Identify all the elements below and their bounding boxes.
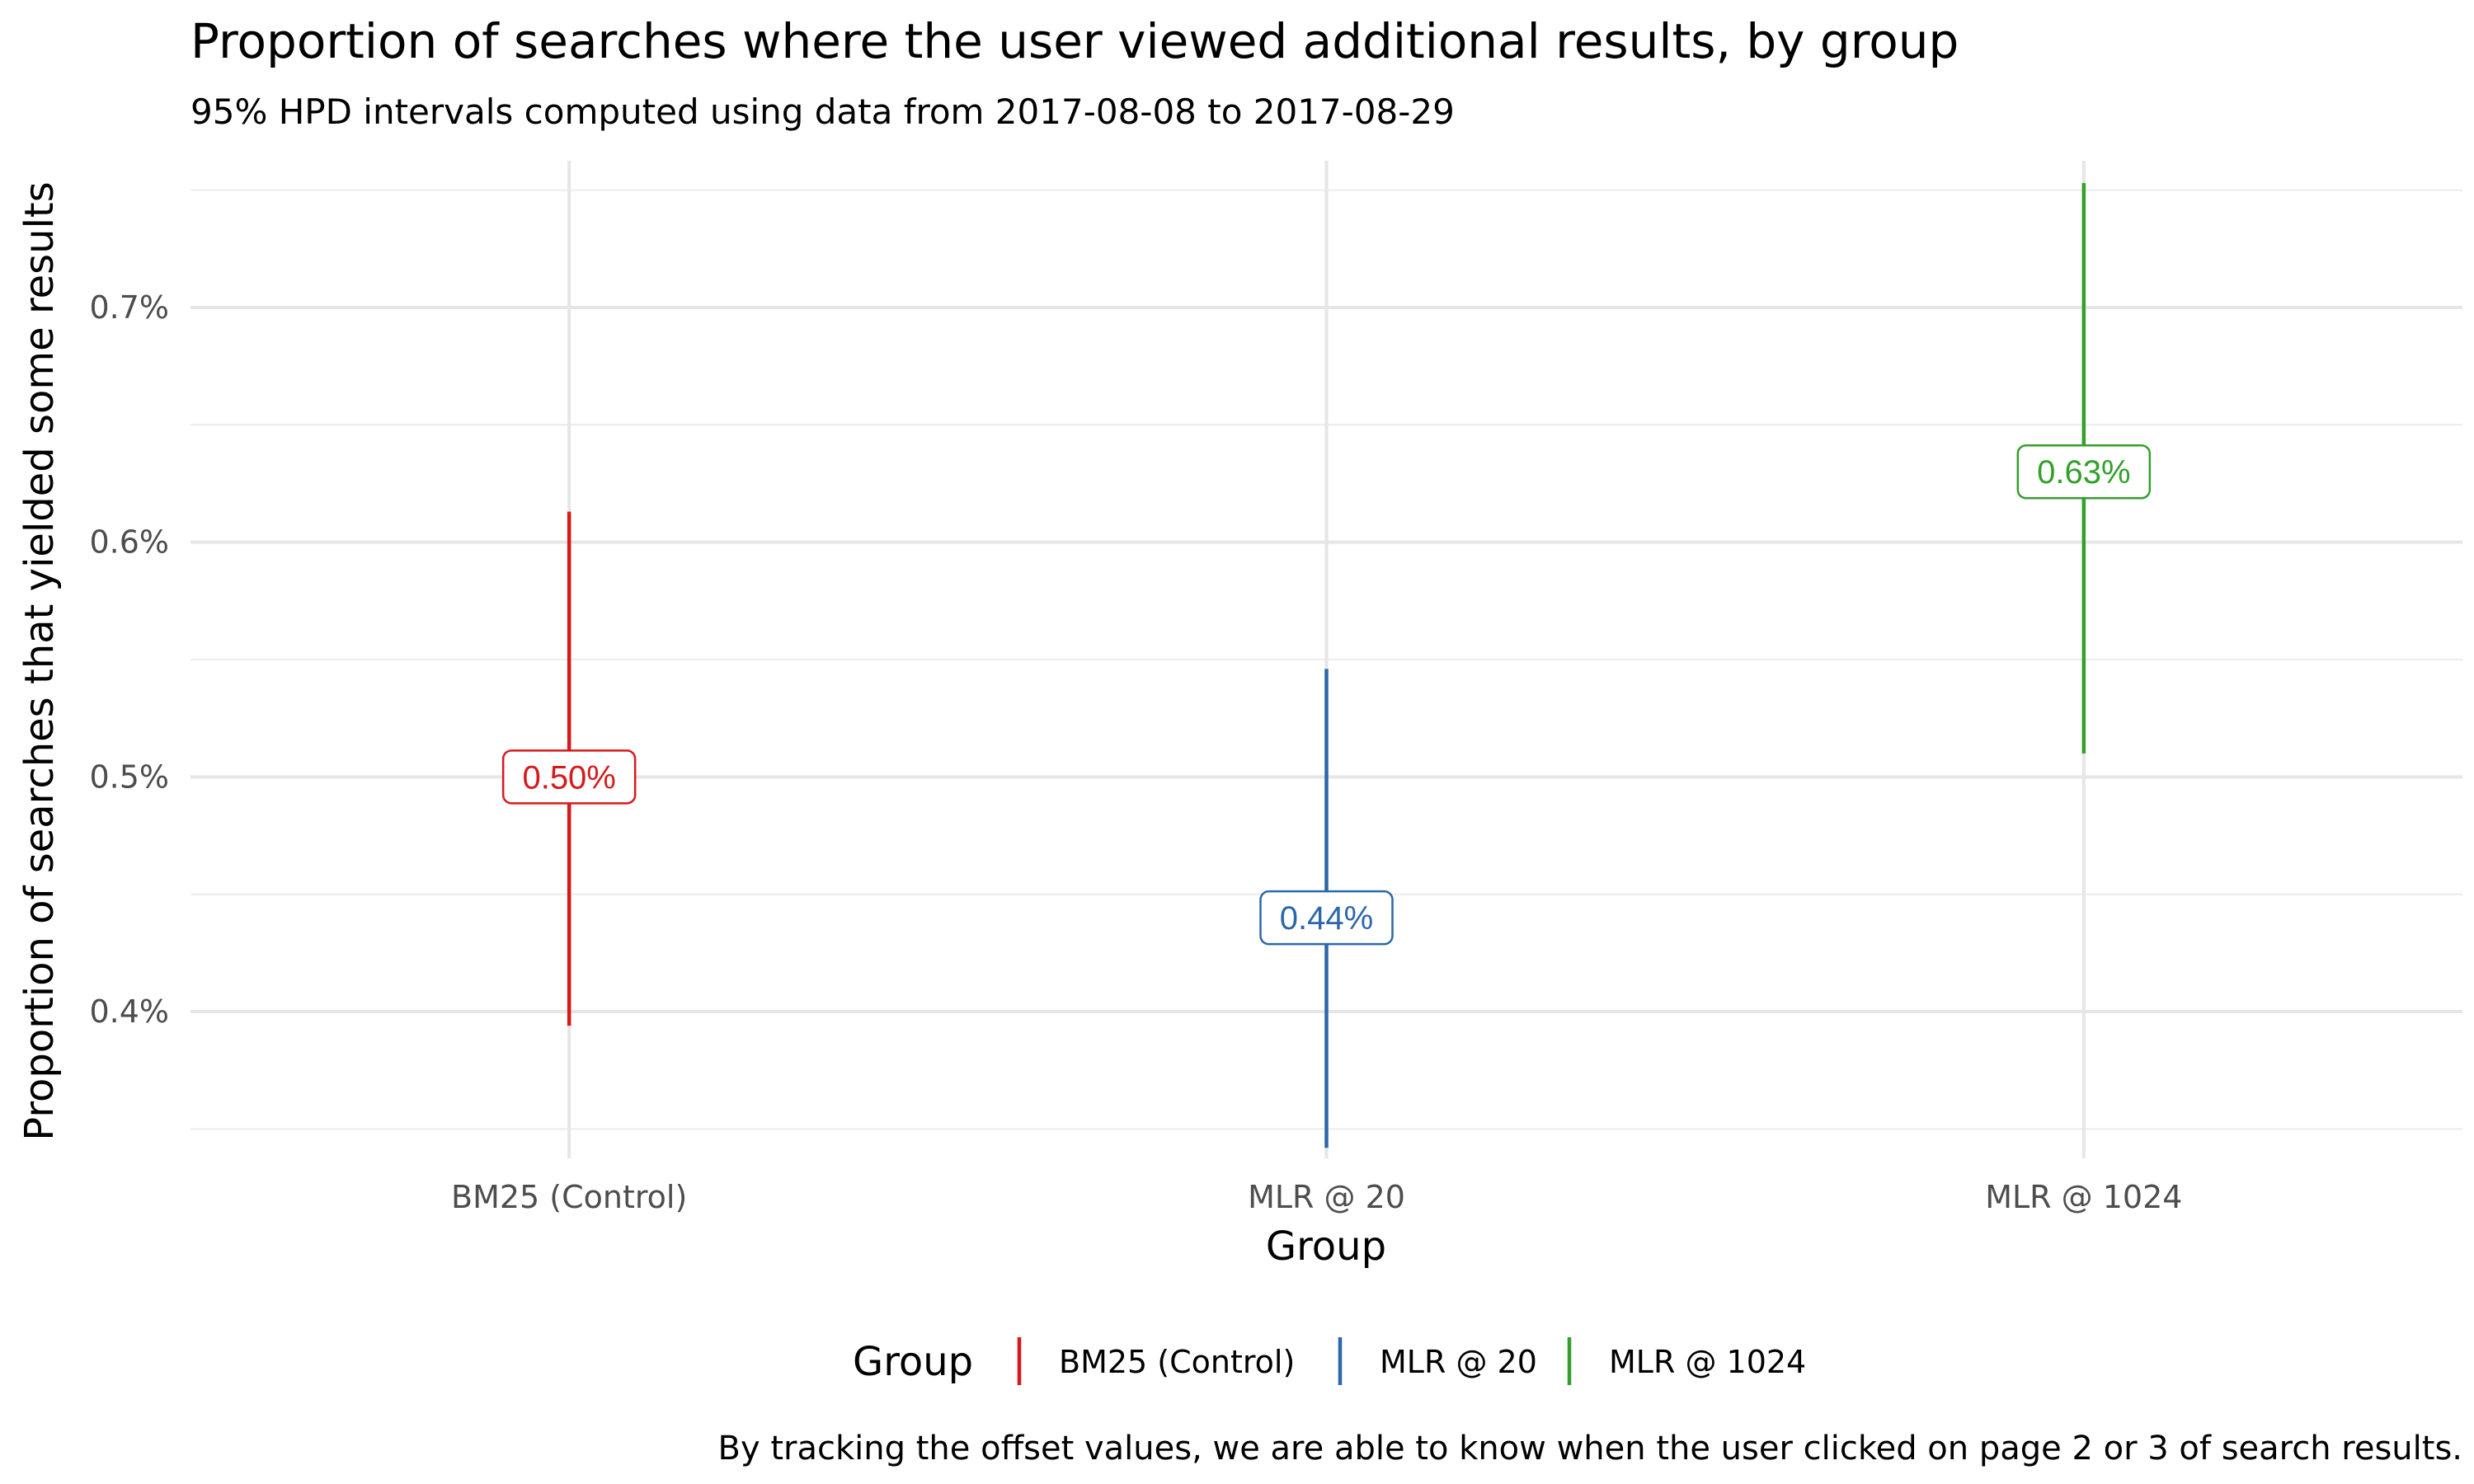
- y-tick-label: 0.5%: [89, 758, 169, 795]
- legend-label: MLR @ 1024: [1609, 1344, 1806, 1380]
- data-label-box: [2016, 444, 2152, 500]
- x-tick-label: MLR @ 1024: [1985, 1179, 2182, 1215]
- data-labels: 0.50% 0.44% 0.63%: [501, 444, 2152, 946]
- y-tick-label: 0.4%: [89, 993, 169, 1030]
- legend-title: Group: [853, 1339, 973, 1385]
- data-label: 0.44%: [1280, 900, 1373, 937]
- chart-title: Proportion of searches where the user vi…: [190, 13, 1959, 69]
- legend: Group BM25 (Control) MLR @ 20 MLR @ 1024: [853, 1337, 1806, 1385]
- y-axis-ticks: 0.4% 0.5% 0.6% 0.7%: [89, 289, 169, 1030]
- chart-caption: By tracking the offset values, we are ab…: [718, 1430, 2462, 1468]
- x-axis-title: Group: [1266, 1223, 1386, 1270]
- data-label: 0.50%: [522, 759, 615, 796]
- data-label-box: [1259, 890, 1394, 946]
- legend-label: MLR @ 20: [1380, 1344, 1537, 1380]
- legend-label: BM25 (Control): [1059, 1344, 1295, 1380]
- y-tick-label: 0.7%: [89, 289, 169, 326]
- y-tick-label: 0.6%: [89, 524, 169, 561]
- chart-subtitle: 95% HPD intervals computed using data fr…: [190, 92, 1455, 132]
- data-label-box: [501, 749, 637, 805]
- y-axis-title: Proportion of searches that yielded some…: [16, 181, 63, 1140]
- x-tick-label: MLR @ 20: [1248, 1179, 1405, 1215]
- x-axis-ticks: BM25 (Control) MLR @ 20 MLR @ 1024: [451, 1179, 2182, 1215]
- x-tick-label: BM25 (Control): [451, 1179, 687, 1215]
- data-label: 0.63%: [2037, 454, 2130, 491]
